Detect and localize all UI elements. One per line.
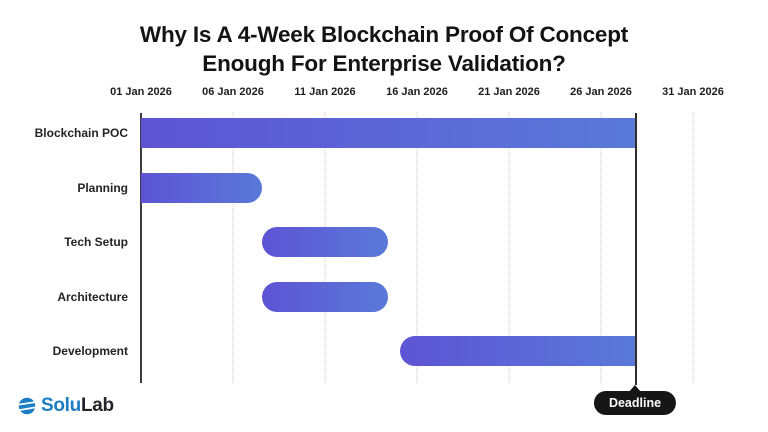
task-bar [141,118,636,148]
task-label: Architecture [57,289,128,304]
gridline [692,112,694,383]
deadline-callout-pointer-icon [627,385,642,393]
chart-title-line2: Enough For Enterprise Validation? [202,51,566,76]
deadline-callout: Deadline [593,385,677,415]
gridline [232,112,234,383]
task-bar [400,336,636,366]
solulab-logo: SoluLab [18,395,114,417]
x-axis-tick-label: 01 Jan 2026 [110,86,172,98]
task-label: Planning [77,180,128,195]
x-axis-tick-label: 11 Jan 2026 [294,86,356,98]
task-label: Development [52,344,128,358]
solulab-sphere-icon [18,397,36,415]
x-axis-labels: 01 Jan 2026 06 Jan 2026 11 Jan 2026 16 Jan … [0,86,768,102]
task-labels: Blockchain POC Planning Tech Setup Architec… [0,112,128,385]
logo-text-lab: Lab [80,395,114,416]
x-axis-tick-label: 06 Jan 2026 [202,86,264,98]
chart-title-line1: Why Is A 4-Week Blockchain Proof Of Conc… [139,22,629,47]
gridline [508,112,510,383]
task-bar [262,227,388,257]
x-axis-tick-label: 26 Jan 2026 [570,86,632,98]
x-axis-tick-label: 21 Jan 2026 [478,86,540,98]
x-axis-tick-label: 16 Jan 2026 [386,86,448,98]
plot-area [140,112,768,385]
task-bar [141,172,263,203]
x-axis-tick-label: 31 Jan 2026 [662,86,724,98]
deadline-line [634,113,637,385]
gridline [416,112,418,383]
solulab-logo-text: SoluLab [41,395,114,417]
y-axis-line [140,113,142,383]
deadline-badge: Deadline [593,391,677,415]
task-label: Tech Setup [64,235,128,249]
chart-title: Why Is A 4-Week Blockchain Proof Of Conc… [0,20,768,78]
logo-text-solu: Solu [41,395,81,416]
task-label: Blockchain POC [34,126,128,140]
gridline [600,112,602,383]
task-bar [262,281,388,312]
